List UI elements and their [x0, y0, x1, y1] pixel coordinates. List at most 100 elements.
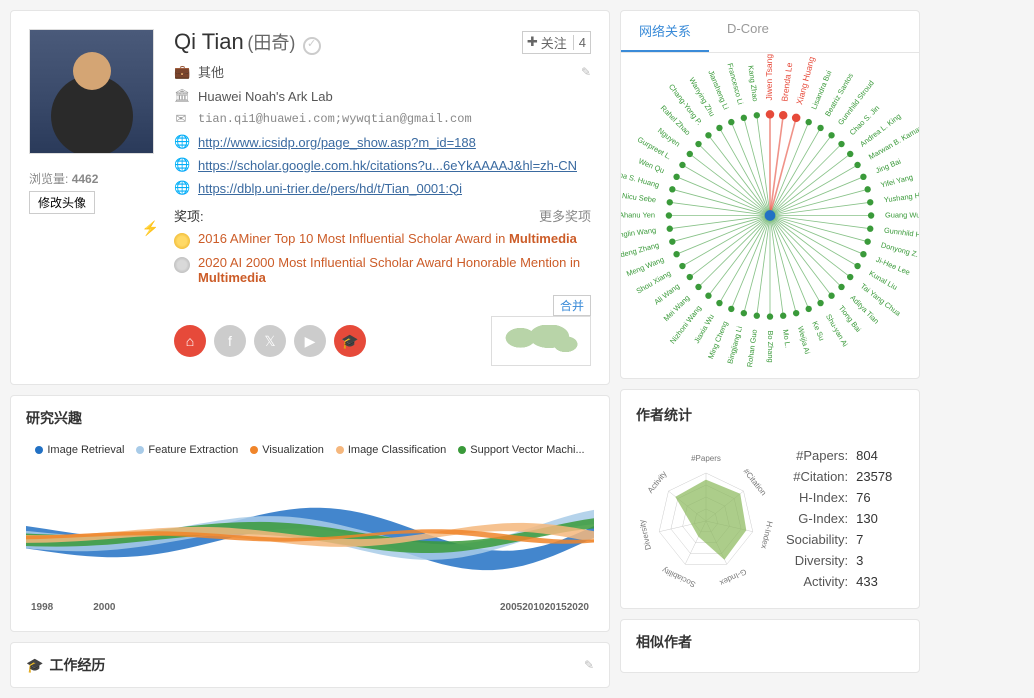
svg-text:Diversity: Diversity	[637, 519, 653, 551]
year-label: 2000	[93, 602, 115, 613]
building-icon: 🏛	[174, 88, 188, 104]
stat-row: #Papers:804	[786, 445, 906, 466]
legend-item[interactable]: Visualization	[250, 444, 324, 456]
legend-item[interactable]: Feature Extraction	[136, 444, 238, 456]
svg-text:Shanglin Wang: Shanglin Wang	[621, 226, 657, 241]
medal-silver-icon	[174, 257, 190, 273]
svg-text:Brenda Le: Brenda Le	[779, 62, 794, 102]
svg-text:Mo L.: Mo L.	[781, 329, 792, 349]
home-icon[interactable]: ⌂	[174, 325, 206, 357]
stat-row: Diversity:3	[786, 550, 906, 571]
facebook-icon[interactable]: f	[214, 325, 246, 357]
year-axis: 1998 2000 2005201020152020	[26, 602, 594, 613]
stat-row: H-Index:76	[786, 487, 906, 508]
legend-item[interactable]: Image Retrieval	[35, 444, 124, 456]
more-awards-link[interactable]: 更多奖项	[539, 206, 591, 225]
stats-title: 作者统计	[636, 405, 904, 433]
briefcase-icon: 💼	[174, 64, 188, 80]
svg-text:Weijia Ai: Weijia Ai	[796, 325, 812, 355]
year-label: 2015	[545, 602, 567, 613]
svg-text:Bingjiang Li: Bingjiang Li	[725, 325, 744, 365]
graduation-icon: 🎓	[26, 657, 43, 674]
svg-text:Donyong Z.: Donyong Z.	[880, 240, 919, 259]
profile-link[interactable]: https://scholar.google.com.hk/citations?…	[198, 158, 577, 173]
affiliation-row: 🏛 Huawei Noah's Ark Lab	[174, 88, 591, 104]
globe-icon: 🌐	[174, 134, 188, 150]
email-row: ✉ tian.qi1@huawei.com;wywqtian@gmail.com	[174, 111, 591, 127]
tab-D-Core[interactable]: D-Core	[709, 11, 787, 52]
stat-row: Sociability:7	[786, 529, 906, 550]
stream-chart: 1998 2000 2005201020152020	[26, 469, 594, 619]
svg-text:Sociability: Sociability	[661, 565, 697, 589]
year-label: 2010	[522, 602, 544, 613]
svg-text:H-Index: H-Index	[759, 520, 774, 549]
svg-text:Activity: Activity	[646, 469, 669, 494]
merge-button[interactable]: 合并	[553, 295, 591, 316]
globe-icon: 🌐	[174, 180, 188, 196]
medal-gold-icon	[174, 233, 190, 249]
globe-icon: 🌐	[174, 157, 188, 173]
svg-text:Guang Wu: Guang Wu	[885, 210, 919, 219]
twitter-icon[interactable]: 𝕏	[254, 325, 286, 357]
profile-card: 浏览量: 4462 修改头像 ⚡ Qi Tian (田奇) ✚关注4	[10, 10, 610, 385]
follow-button[interactable]: ✚关注4	[522, 31, 591, 54]
svg-text:#Citation: #Citation	[741, 467, 768, 497]
network-tabs: 网络关系D-Core	[621, 11, 919, 53]
stat-row: #Citation:23578	[786, 466, 906, 487]
year-label: 1998	[31, 602, 53, 613]
verify-badge-icon	[303, 37, 321, 55]
svg-text:Ke Su: Ke Su	[810, 320, 826, 342]
profile-link[interactable]: https://dblp.uni-trier.de/pers/hd/t/Tian…	[198, 181, 462, 196]
edit-avatar-button[interactable]: 修改头像	[29, 191, 95, 214]
svg-text:G-Index: G-Index	[718, 567, 748, 587]
svg-text:Rohan Guo: Rohan Guo	[745, 329, 759, 368]
year-label: 2005	[500, 602, 522, 613]
bolt-icon[interactable]: ⚡	[29, 220, 159, 237]
view-count: 浏览量: 4462	[29, 170, 159, 187]
legend-item[interactable]: Image Classification	[336, 444, 446, 456]
avatar-section: 浏览量: 4462 修改头像 ⚡	[29, 29, 159, 366]
mail-icon: ✉	[174, 111, 188, 127]
svg-text:Gunnhild Hua: Gunnhild Hua	[883, 226, 919, 241]
interests-title: 研究兴趣	[26, 408, 594, 436]
award-item: 2016 AMiner Top 10 Most Influential Scho…	[174, 231, 591, 249]
world-map[interactable]	[491, 316, 591, 366]
link-row-0: 🌐 http://www.icsidp.org/page_show.asp?m_…	[174, 134, 591, 150]
interests-card: 研究兴趣 Image Retrieval Feature Extraction Vi…	[10, 395, 610, 632]
edit-icon[interactable]: ✎	[581, 65, 591, 79]
legend-item[interactable]: Support Vector Machi...	[458, 444, 584, 456]
info-section: Qi Tian (田奇) ✚关注4 💼 其他 ✎ 🏛 Huawei Noah's…	[174, 29, 591, 366]
youtube-icon[interactable]: ▶	[294, 325, 326, 357]
award-item: 2020 AI 2000 Most Influential Scholar Aw…	[174, 255, 591, 285]
scholar-icon[interactable]: 🎓	[334, 325, 366, 357]
avatar[interactable]	[29, 29, 154, 154]
svg-text:Bo Zhang: Bo Zhang	[766, 330, 775, 362]
svg-text:Wen Qu: Wen Qu	[637, 156, 666, 175]
svg-text:Kang Zhao: Kang Zhao	[746, 65, 760, 102]
network-card: 网络关系D-Core Jiwen TsangBrenda LeXiang Hua…	[620, 10, 920, 379]
interest-legend: Image Retrieval Feature Extraction Visuali…	[26, 436, 594, 464]
svg-text:Yushang Han: Yushang Han	[883, 190, 919, 205]
tab-网络关系[interactable]: 网络关系	[621, 11, 709, 52]
category-row: 💼 其他 ✎	[174, 62, 591, 81]
stats-card: 作者统计 #Papers #Citation H-Index G-Index Socia…	[620, 389, 920, 609]
profile-name: Qi Tian (田奇)	[174, 29, 321, 55]
link-row-1: 🌐 https://scholar.google.com.hk/citation…	[174, 157, 591, 173]
svg-text:#Papers: #Papers	[691, 454, 721, 463]
svg-text:Jing Bai: Jing Bai	[874, 157, 902, 176]
svg-text:Ahanu Yen: Ahanu Yen	[621, 210, 655, 219]
stats-list: #Papers:804#Citation:23578H-Index:76G-In…	[786, 445, 906, 592]
year-label: 2020	[567, 602, 589, 613]
network-visualization[interactable]: Jiwen TsangBrenda LeXiang HuangLisandra …	[621, 53, 919, 378]
link-row-2: 🌐 https://dblp.uni-trier.de/pers/hd/t/Ti…	[174, 180, 591, 196]
stat-row: Activity:433	[786, 571, 906, 592]
svg-text:Jiwen Tsang: Jiwen Tsang	[764, 54, 774, 101]
work-card: 🎓 工作经历 ✎	[10, 642, 610, 688]
profile-link[interactable]: http://www.icsidp.org/page_show.asp?m_id…	[198, 135, 476, 150]
radar-chart: #Papers #Citation H-Index G-Index Sociabilit…	[636, 443, 776, 593]
similar-title: 相似作者	[636, 632, 904, 660]
work-title: 🎓 工作经历	[26, 655, 105, 675]
social-row: ⌂ f 𝕏 ▶ 🎓	[174, 316, 591, 366]
awards-header: 奖项: 更多奖项	[174, 206, 591, 225]
similar-card: 相似作者	[620, 619, 920, 673]
